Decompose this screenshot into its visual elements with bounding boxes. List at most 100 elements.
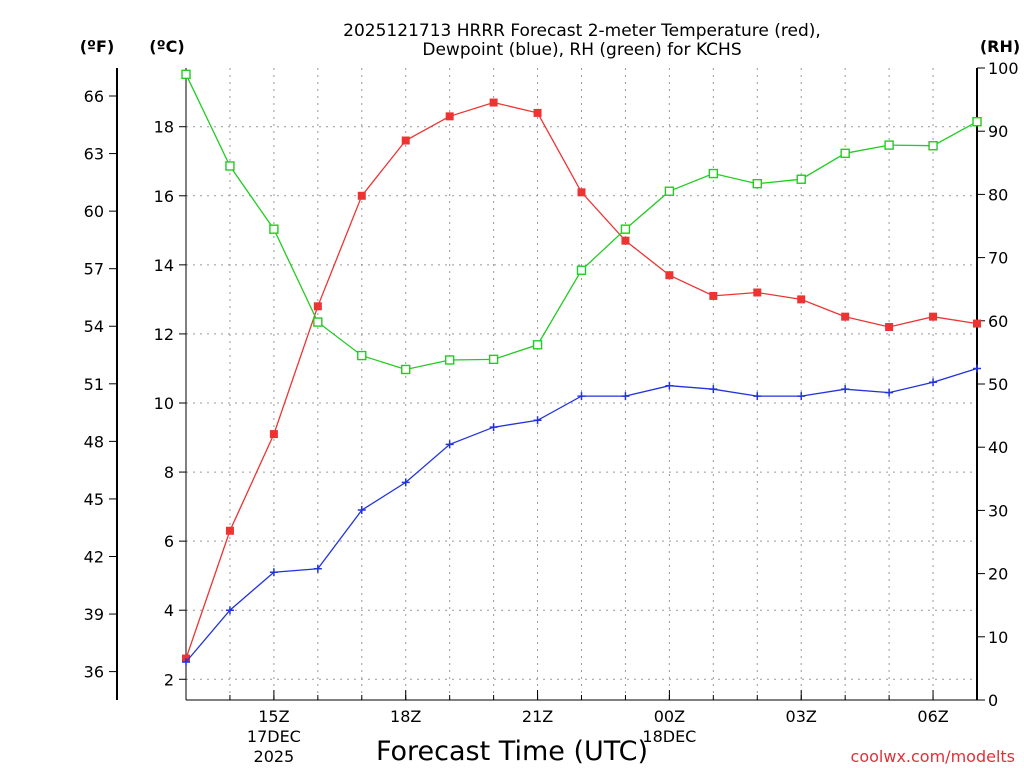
fahrenheit-tick-label: 66 xyxy=(84,87,104,106)
temperature-point xyxy=(313,302,322,311)
celsius-tick-label: 14 xyxy=(154,256,174,275)
dewpoint-point xyxy=(225,606,234,615)
dewpoint-point xyxy=(665,381,674,390)
temperature-point xyxy=(445,112,454,121)
rh-axis-unit: (RH) xyxy=(980,37,1020,56)
chart-title-line2: Dewpoint (blue), RH (green) for KCHS xyxy=(422,40,741,60)
rh-point xyxy=(664,186,675,196)
celsius-tick-label: 16 xyxy=(154,187,174,206)
x-tick-date: 18DEC xyxy=(642,727,696,746)
rh-tick-label: 100 xyxy=(988,59,1019,78)
temperature-point xyxy=(401,136,410,145)
rh-tick-label: 10 xyxy=(988,628,1008,647)
dewpoint-point xyxy=(885,388,894,397)
dewpoint-point xyxy=(709,385,718,394)
x-tick-label: 15Z xyxy=(258,707,289,726)
temperature-point xyxy=(797,295,806,304)
dewpoint-point xyxy=(929,378,938,387)
temperature-point xyxy=(357,191,366,200)
rh-point xyxy=(269,224,279,234)
celsius-tick-label: 8 xyxy=(164,463,174,482)
rh-point xyxy=(181,69,191,80)
x-tick-label: 03Z xyxy=(786,707,817,726)
fahrenheit-tick-label: 45 xyxy=(84,490,104,509)
temperature-point xyxy=(709,291,718,300)
dewpoint-point xyxy=(269,568,278,577)
x-tick-year: 2025 xyxy=(254,747,295,766)
rh-point xyxy=(401,364,411,375)
rh-tick-label: 40 xyxy=(988,438,1008,457)
fahrenheit-tick-label: 39 xyxy=(84,605,104,624)
temperature-point xyxy=(621,236,630,245)
dewpoint-point xyxy=(577,392,586,401)
fahrenheit-axis-unit: (ºF) xyxy=(80,37,115,56)
temperature-point xyxy=(841,312,850,321)
dewpoint-point xyxy=(621,392,630,401)
fahrenheit-tick-label: 54 xyxy=(84,317,104,336)
rh-tick-label: 50 xyxy=(988,375,1008,394)
series-layer xyxy=(181,69,982,667)
rh-tick-label: 20 xyxy=(988,565,1008,584)
x-tick-label: 06Z xyxy=(917,707,948,726)
dewpoint-point xyxy=(489,423,498,432)
rh-point xyxy=(796,174,806,184)
rh-tick-label: 0 xyxy=(988,691,998,710)
rh-tick-label: 60 xyxy=(988,312,1008,331)
temperature-point xyxy=(973,319,981,328)
dewpoint-point xyxy=(533,416,542,425)
temperature-point xyxy=(533,108,542,117)
temperature-point xyxy=(489,98,498,107)
rh-point xyxy=(357,350,367,361)
rh-point xyxy=(840,148,850,159)
rh-point xyxy=(928,141,938,151)
rh-point xyxy=(488,354,499,365)
rh-tick-label: 90 xyxy=(988,122,1008,141)
temperature-line xyxy=(185,101,978,659)
x-axis-label: Forecast Time (UTC) xyxy=(376,736,648,767)
temperature-point xyxy=(577,188,586,197)
x-tick-label: 18Z xyxy=(390,707,421,726)
dewpoint-point xyxy=(797,392,806,401)
rh-point xyxy=(444,355,455,365)
dewpoint-point xyxy=(182,658,190,667)
dewpoint-point xyxy=(841,385,850,394)
dewpoint-point xyxy=(973,364,981,373)
temperature-point xyxy=(929,312,938,321)
celsius-tick-label: 18 xyxy=(154,118,174,137)
axes: 36 39 42 45 48 51 54 57 60 63 66 2 4 6 8 10 12 14 16 18 0 10 2… xyxy=(84,59,1019,766)
rh-point xyxy=(576,265,587,275)
fahrenheit-tick-label: 60 xyxy=(84,202,104,221)
rh-point xyxy=(708,168,719,179)
temperature-point xyxy=(885,323,894,332)
rh-point xyxy=(972,117,982,127)
celsius-tick-label: 10 xyxy=(154,394,174,413)
grid xyxy=(186,68,977,700)
chart-title-line1: 2025121713 HRRR Forecast 2-meter Tempera… xyxy=(343,21,821,41)
celsius-axis-unit: (ºC) xyxy=(149,37,184,56)
dewpoint-point xyxy=(753,392,762,401)
celsius-tick-label: 2 xyxy=(164,670,174,689)
rh-tick-label: 70 xyxy=(988,249,1008,268)
dewpoint-point xyxy=(357,506,366,515)
dewpoint-point xyxy=(401,478,410,487)
fahrenheit-tick-label: 63 xyxy=(84,145,104,164)
rh-point xyxy=(884,140,894,150)
rh-point xyxy=(620,224,631,234)
temperature-point xyxy=(225,526,234,535)
celsius-tick-label: 4 xyxy=(164,601,174,620)
rh-tick-label: 30 xyxy=(988,501,1008,520)
celsius-tick-label: 12 xyxy=(154,325,174,344)
watermark: coolwx.com/modelts xyxy=(851,747,1015,766)
fahrenheit-tick-label: 36 xyxy=(84,663,104,682)
rh-tick-label: 80 xyxy=(988,185,1008,204)
fahrenheit-tick-label: 57 xyxy=(84,260,104,279)
fahrenheit-tick-label: 51 xyxy=(84,375,104,394)
temperature-point xyxy=(753,288,762,297)
fahrenheit-tick-label: 42 xyxy=(84,547,104,566)
rh-point xyxy=(752,178,762,189)
dewpoint-point xyxy=(313,564,322,573)
rh-point xyxy=(532,340,543,350)
x-tick-label: 21Z xyxy=(522,707,553,726)
celsius-tick-label: 6 xyxy=(164,532,174,551)
